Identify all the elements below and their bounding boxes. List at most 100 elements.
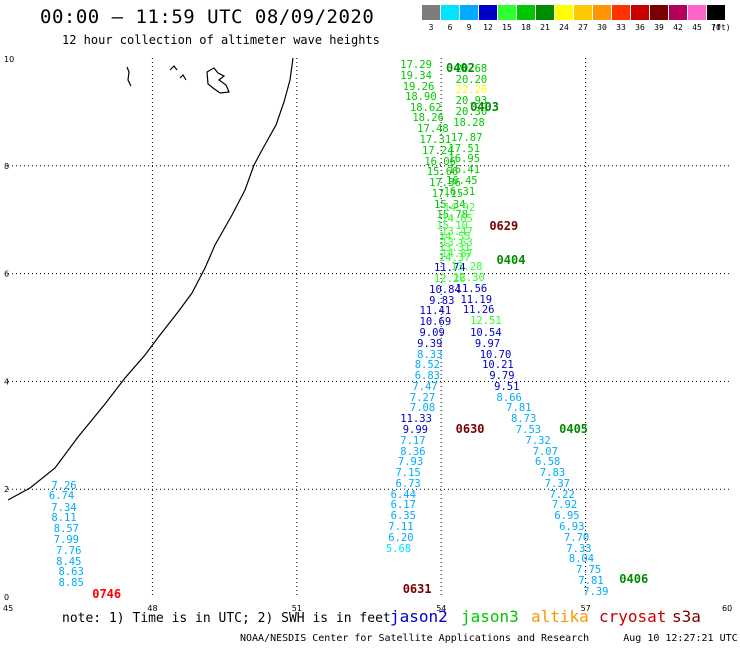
wave-height-value: 22.26: [455, 84, 488, 97]
wave-height-value: 7.34: [51, 501, 77, 514]
wave-height-value: 13.28: [450, 261, 483, 274]
wave-height-value: 9.51: [494, 380, 520, 393]
wave-height-value: 11.33: [400, 413, 432, 426]
lon-tick-label: 54: [436, 604, 446, 613]
timestamp-text: Aug 10 12:27:21 UTC 2020: [623, 633, 740, 644]
wave-height-value: 19.26: [402, 80, 435, 93]
wave-height-value: 17.15: [431, 187, 464, 200]
wave-height-value: 18.26: [412, 112, 444, 125]
wave-height-value: 8.57: [53, 523, 80, 536]
legend-label: 15: [502, 23, 512, 32]
wave-height-value: 6.58: [535, 456, 561, 469]
wave-height-value: 8.63: [58, 566, 84, 579]
wave-height-value: 17.87: [450, 131, 483, 144]
wave-height-value: 6.20: [388, 531, 414, 544]
wave-height-value: 6.74: [48, 490, 75, 503]
wave-height-value: 15.34: [433, 198, 466, 211]
legend-swatch: [631, 5, 649, 20]
legend-label: 12: [483, 23, 493, 32]
wave-height-value: 9.39: [417, 337, 443, 350]
legend-swatch: [422, 5, 440, 20]
lat-tick-label: 6: [4, 270, 9, 279]
legend-swatch: [688, 5, 706, 20]
wave-height-value: 8.85: [58, 577, 84, 590]
satellite-cryosat: cryosat: [599, 607, 667, 626]
wave-height-value: 11.41: [419, 305, 452, 318]
wave-height-value: 20.30: [455, 105, 488, 118]
wave-height-value: 15.66: [426, 166, 459, 179]
wave-height-value: 7.81: [506, 402, 532, 415]
wave-height-value: 9.83: [429, 294, 455, 307]
wave-height-value: 6.17: [390, 499, 416, 512]
wave-height-value: 7.92: [551, 499, 578, 512]
wave-height-value: 7.33: [566, 542, 592, 555]
wave-height-value: 7.08: [409, 402, 436, 415]
wave-height-value: 7.93: [397, 456, 424, 469]
wave-height-value: 17.51: [448, 142, 481, 155]
note-text: note: 1) Time is in UTC; 2) SWH is in fe…: [62, 611, 391, 626]
wave-height-value: 15.78: [436, 209, 468, 222]
wave-height-value: 9.79: [489, 370, 515, 383]
wave-height-value: 10.21: [482, 359, 514, 372]
wave-height-value: 7.76: [56, 544, 82, 557]
map-subtitle: 12 hour collection of altimeter wave hei…: [62, 33, 380, 47]
wave-height-value: 7.70: [563, 531, 590, 544]
satellite-jason3: jason3: [461, 607, 519, 626]
wave-height-value: 10.70: [479, 348, 512, 361]
wave-height-value: 8.11: [51, 512, 77, 525]
wave-height-value: 6.93: [559, 521, 585, 533]
wave-height-value: 9.09: [419, 326, 445, 339]
legend-swatch: [536, 5, 554, 20]
wave-height-value: 7.11: [388, 521, 414, 533]
wave-height-value: 14.65: [441, 212, 473, 225]
wave-height-value: 17.31: [419, 134, 452, 146]
legend-label: 30: [597, 23, 607, 32]
wave-height-value: 7.27: [409, 391, 436, 404]
wave-height-value: 6.73: [395, 477, 421, 490]
wave-height-value: 7.26: [51, 479, 77, 492]
wave-height-value: 16.41: [448, 164, 481, 177]
wave-height-value: 7.53: [515, 423, 542, 436]
legend-label: 33: [616, 23, 626, 32]
legend-swatch: [517, 5, 535, 20]
wave-height-value: 7.83: [539, 467, 566, 480]
island-outline: [169, 65, 187, 81]
wave-height-value: 16.31: [443, 185, 476, 198]
lon-tick-label: 48: [147, 604, 157, 613]
legend-label: 42: [673, 23, 683, 32]
pass-time-label: 0630: [455, 421, 485, 436]
lat-tick-label: 4: [4, 377, 9, 386]
wave-height-value: 20.93: [455, 95, 488, 108]
pass-time-label: 0404: [496, 253, 526, 268]
wave-height-value: 13.63: [441, 236, 473, 249]
wave-height-value: 8.36: [400, 445, 426, 458]
wave-height-value: 7.37: [544, 477, 570, 490]
wave-height-value: 6.44: [390, 488, 416, 501]
wave-height-value: 6.83: [414, 370, 441, 383]
wave-height-value: 7.47: [412, 380, 438, 393]
wave-height-value: 7.81: [578, 574, 604, 587]
wave-height-value: 18.62: [409, 101, 442, 114]
wave-height-value: 8.33: [417, 348, 443, 361]
socotra-outline: [206, 67, 230, 94]
wave-height-value: 14.87: [441, 247, 473, 260]
wave-height-value: 11.74: [433, 262, 466, 275]
wave-height-value: 13.31: [438, 241, 471, 254]
legend-label: 36: [635, 23, 645, 32]
legend-swatch: [441, 5, 459, 20]
island-outline: [126, 66, 132, 87]
wave-height-value: 18.90: [405, 91, 437, 104]
legend-swatch: [612, 5, 630, 20]
legend-label: 9: [466, 23, 472, 32]
wave-height-value: 7.32: [525, 434, 551, 447]
pass-time-label: 0746: [92, 587, 122, 602]
legend-label: 45: [692, 23, 702, 32]
wave-height-value: 11.19: [460, 293, 493, 306]
legend-swatch: [574, 5, 592, 20]
wave-height-value: 11.26: [462, 304, 495, 317]
lon-tick-label: 51: [292, 604, 302, 613]
wave-height-value: 8.73: [510, 413, 537, 426]
somalia-coastline: [7, 57, 294, 501]
wave-height-value: 11.56: [455, 282, 488, 295]
legend-swatch: [555, 5, 573, 20]
